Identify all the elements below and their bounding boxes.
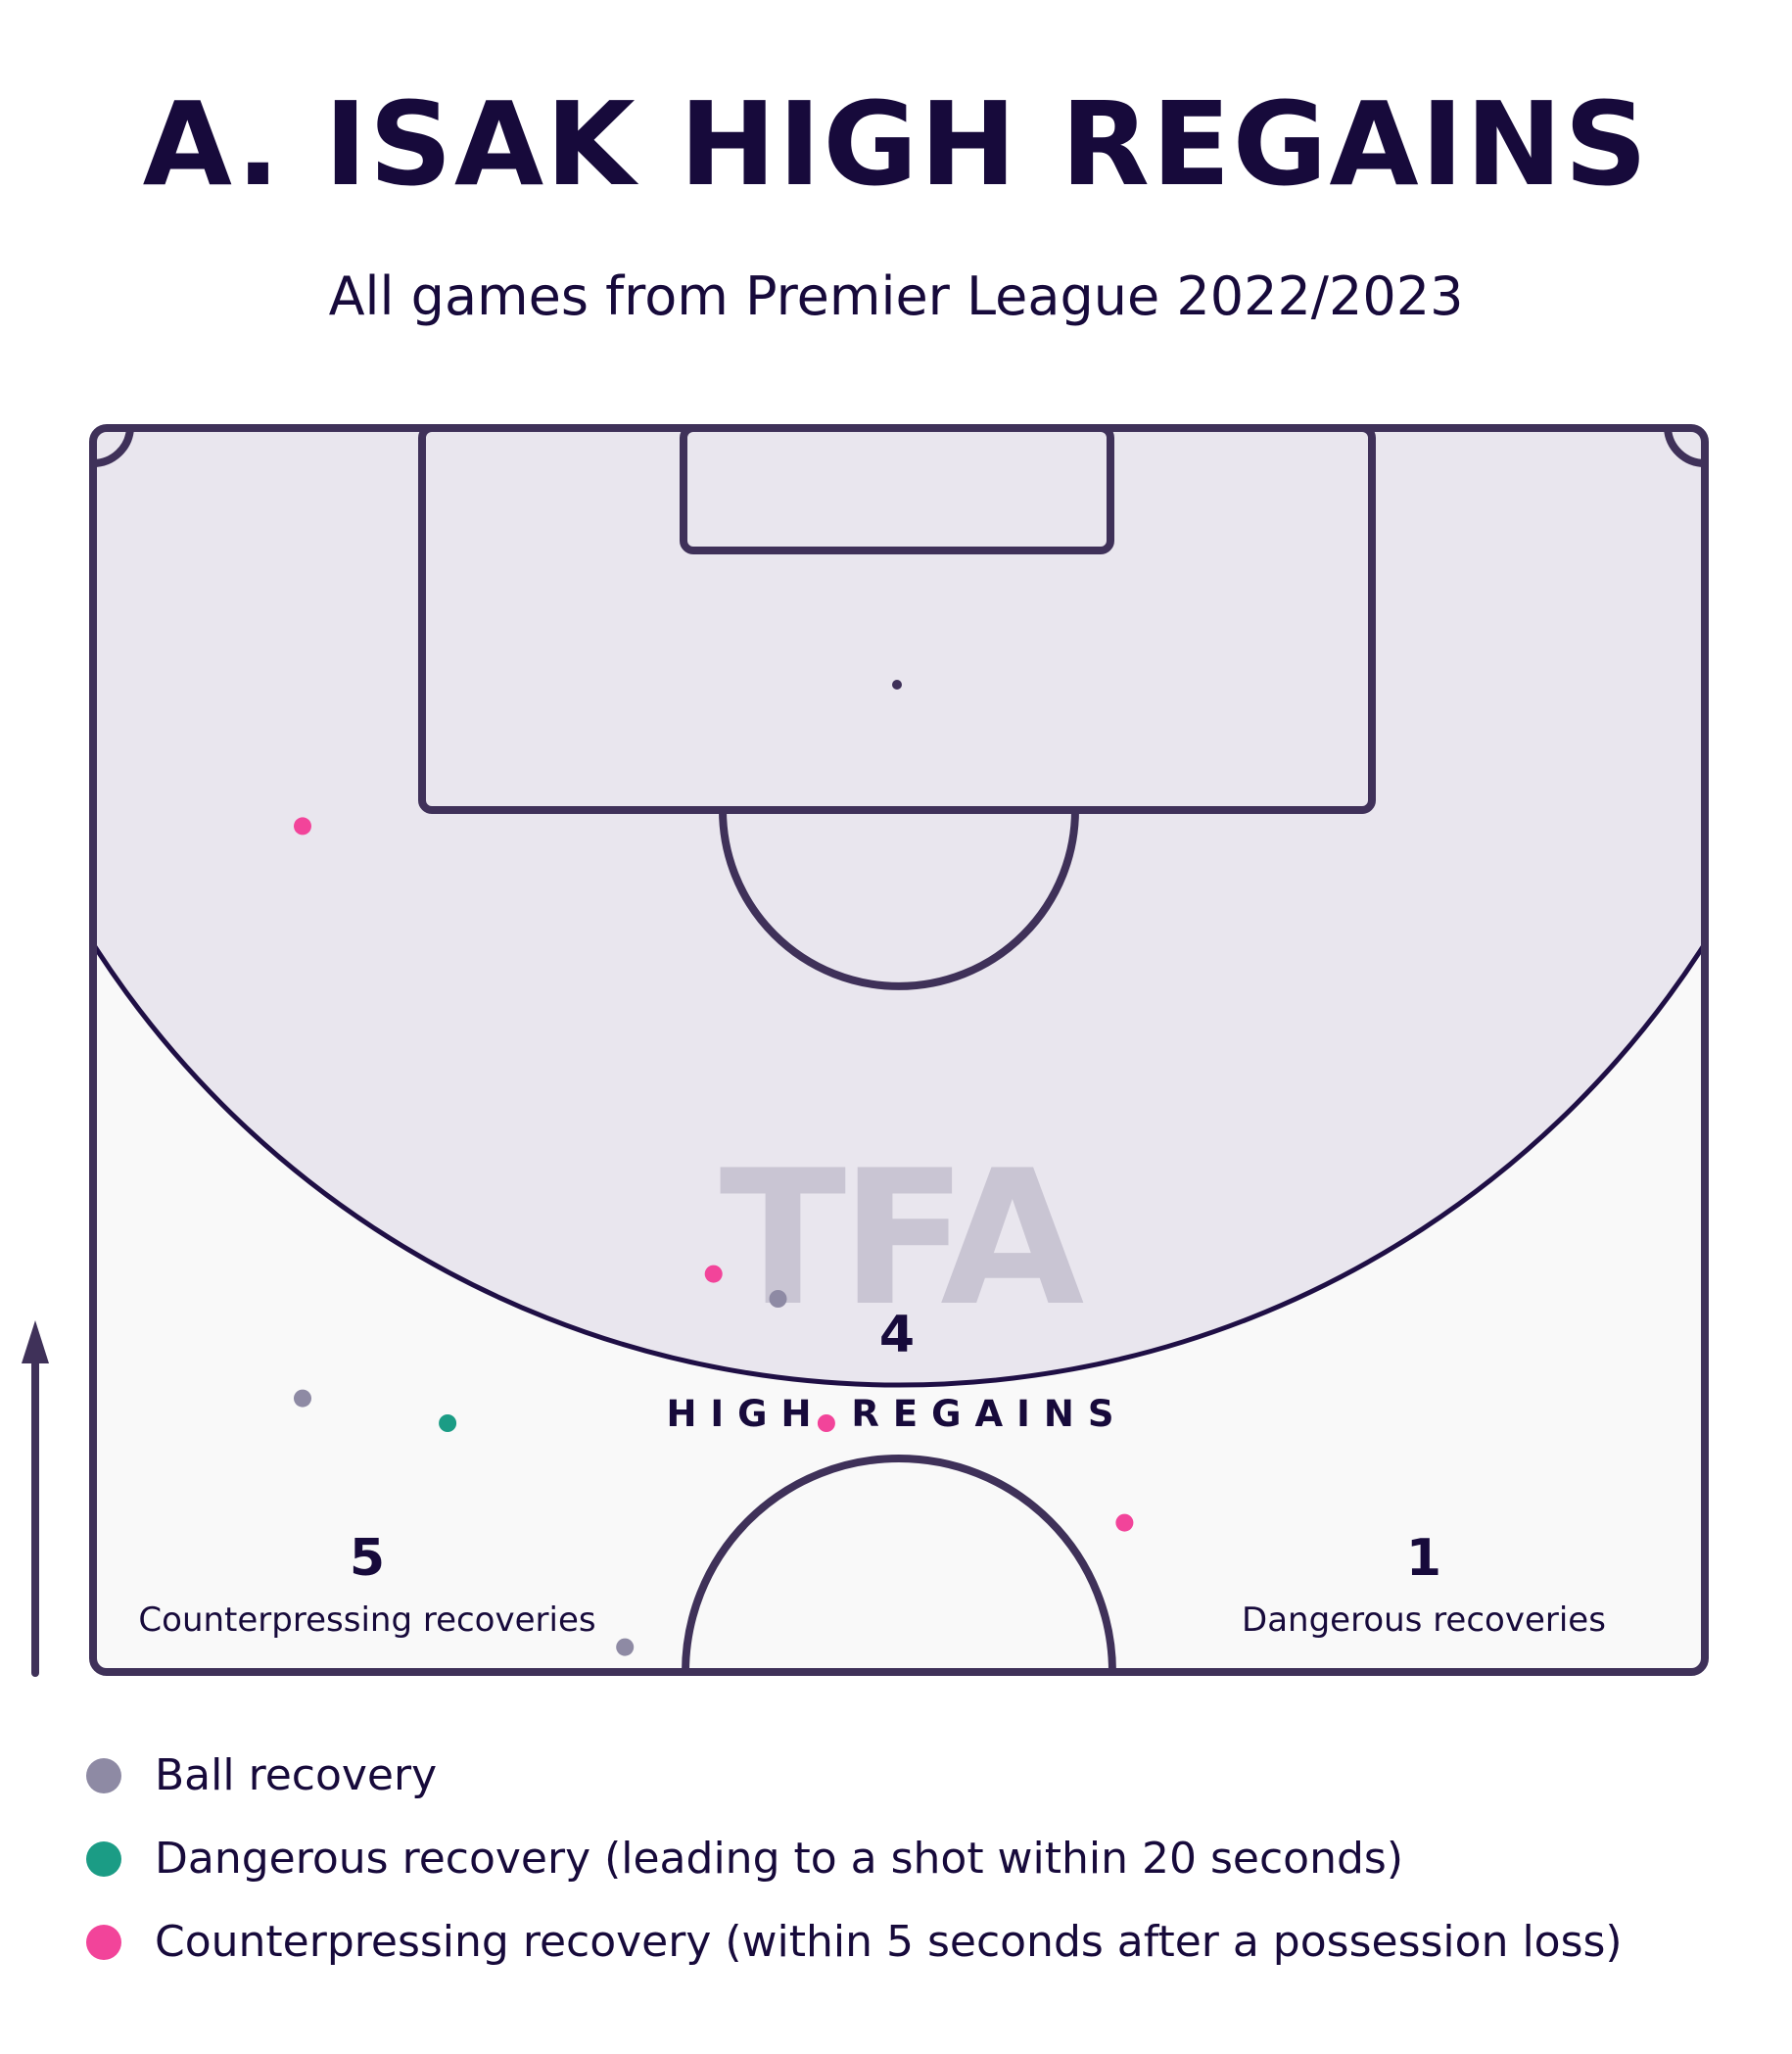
legend-label: Counterpressing recovery (within 5 secon… — [155, 1917, 1623, 1967]
ball-recovery-point — [769, 1290, 787, 1308]
legend-item-dangerous-recovery: Dangerous recovery (leading to a shot wi… — [86, 1817, 1623, 1900]
legend-marker — [86, 1757, 121, 1793]
dangerous-label: Dangerous recoveries — [1242, 1600, 1606, 1640]
penalty-spot — [892, 680, 902, 690]
recovery-points — [294, 817, 1134, 1656]
dangerous-recovery-point — [439, 1414, 457, 1432]
centre-circle-arc — [682, 1455, 1116, 1673]
penalty-arc — [719, 809, 1079, 990]
legend: Ball recovery Dangerous recovery (leadin… — [86, 1734, 1623, 1983]
legend-label: Ball recovery — [155, 1750, 438, 1800]
high-regains-count: 4 — [879, 1306, 915, 1364]
corner-arc-right — [1664, 427, 1706, 468]
pitch-outline — [89, 424, 1709, 1676]
pitch-chart: TFA 4 HIGH REGAINS 5 Counterpressing rec… — [22, 424, 1709, 1677]
high-regain-zone — [93, 428, 1705, 1388]
chart-subtitle: All games from Premier League 2022/2023 — [328, 265, 1464, 327]
dangerous-count: 1 — [1406, 1529, 1441, 1588]
attack-direction-arrow — [22, 1320, 49, 1677]
legend-item-ball-recovery: Ball recovery — [86, 1734, 1623, 1817]
high-regains-label: HIGH REGAINS — [666, 1393, 1127, 1435]
watermark-logo: TFA — [720, 1130, 1085, 1347]
legend-label: Dangerous recovery (leading to a shot wi… — [155, 1834, 1403, 1884]
counterpressing-count: 5 — [350, 1529, 385, 1588]
legend-marker — [86, 1840, 121, 1877]
counterpressing-recovery-point — [704, 1265, 723, 1283]
legend-item-counterpressing-recovery: Counterpressing recovery (within 5 secon… — [86, 1900, 1623, 1983]
chart-title: A. ISAK HIGH REGAINS — [142, 76, 1650, 212]
counterpressing-recovery-point — [294, 817, 311, 836]
counterpressing-recovery-point — [1115, 1513, 1134, 1532]
legend-marker — [86, 1924, 121, 1960]
counterpressing-label: Counterpressing recoveries — [138, 1600, 595, 1640]
ball-recovery-point — [294, 1389, 311, 1408]
counterpressing-recovery-point — [817, 1414, 835, 1432]
ball-recovery-point — [616, 1638, 635, 1656]
corner-arc-left — [92, 427, 134, 468]
